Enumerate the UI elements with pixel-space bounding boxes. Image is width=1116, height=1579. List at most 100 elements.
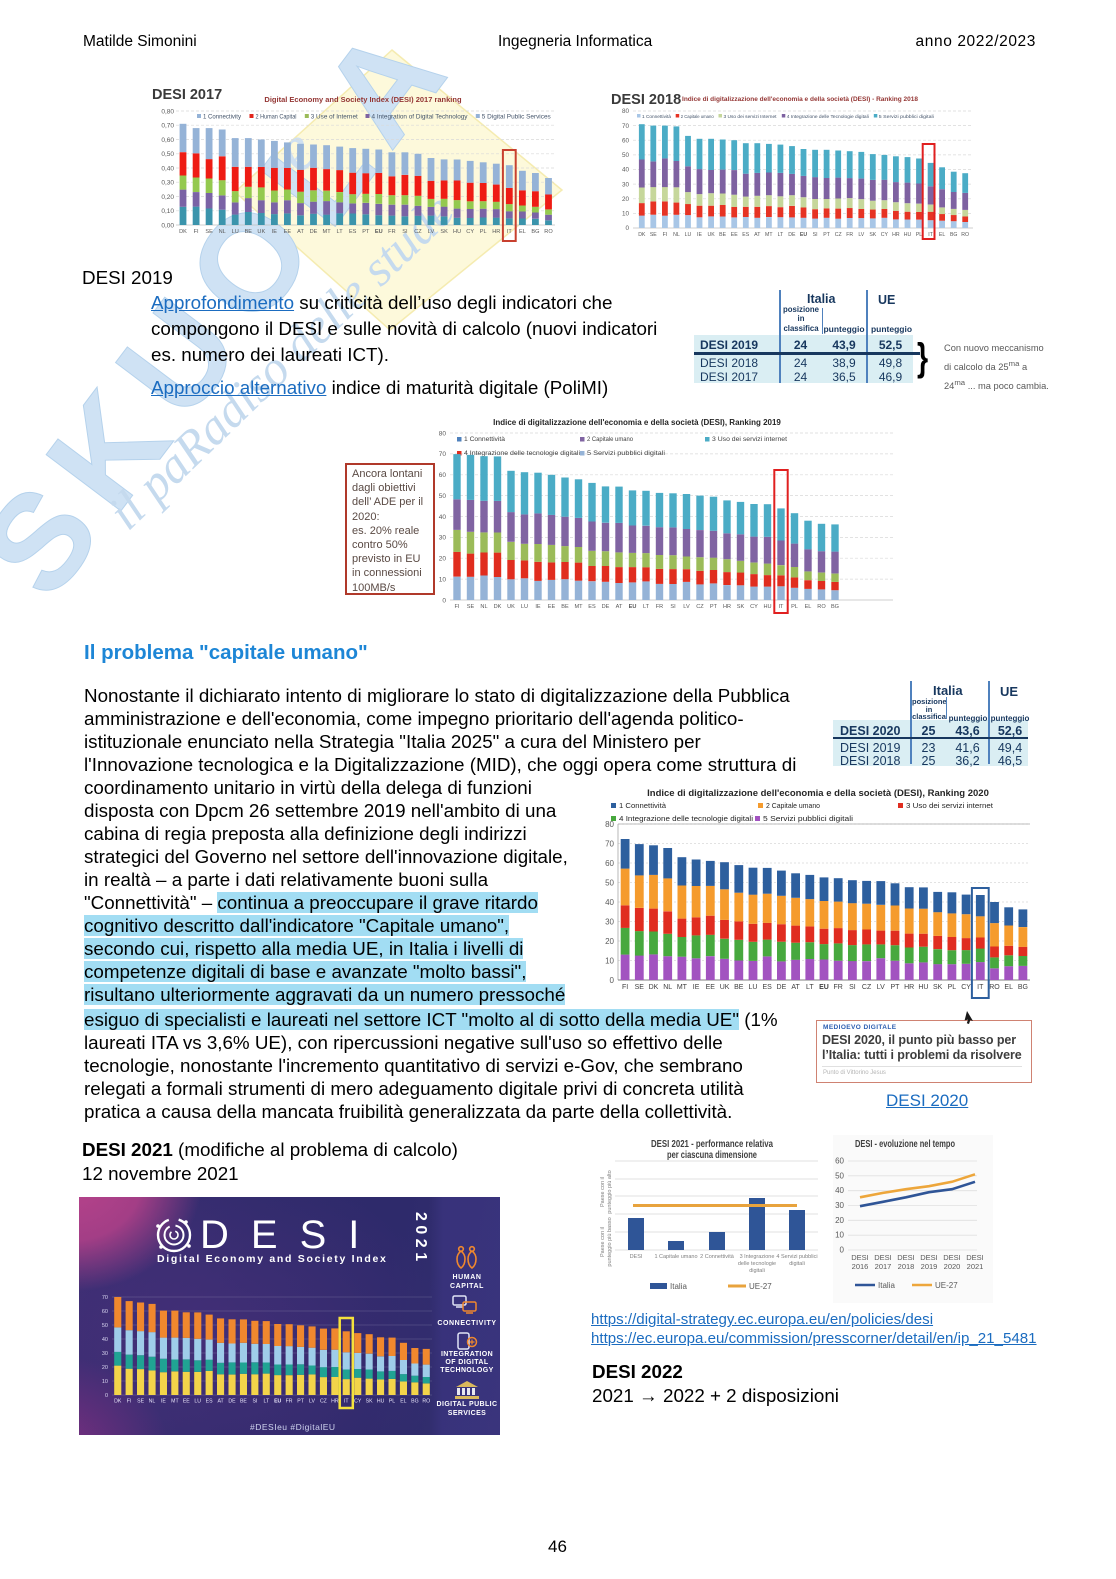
- svg-text:IT: IT: [507, 229, 513, 235]
- svg-text:IT: IT: [344, 1399, 349, 1405]
- svg-text:20: 20: [622, 196, 630, 203]
- svg-text:60: 60: [622, 138, 630, 145]
- svg-text:30: 30: [622, 181, 630, 188]
- svg-text:IT: IT: [779, 604, 785, 610]
- svg-text:4 Integrazione delle tecnologi: 4 Integrazione delle tecnologie digitali: [464, 450, 580, 457]
- svg-text:1 Connettività: 1 Connettività: [619, 801, 667, 810]
- svg-text:80: 80: [605, 820, 614, 829]
- svg-text:2019: 2019: [921, 1262, 938, 1271]
- svg-text:BE: BE: [561, 604, 569, 610]
- svg-text:2 Capitale umano: 2 Capitale umano: [766, 801, 820, 810]
- svg-text:DK: DK: [114, 1399, 122, 1405]
- svg-text:IE: IE: [161, 1399, 166, 1405]
- svg-text:AT: AT: [616, 604, 623, 610]
- svg-text:TECHNOLOGY: TECHNOLOGY: [440, 1367, 493, 1374]
- svg-text:40: 40: [835, 1186, 844, 1195]
- svg-text:2 Capitale umano: 2 Capitale umano: [587, 436, 633, 443]
- svg-text:Indice di digitalizzazione del: Indice di digitalizzazione dell'economia…: [647, 788, 989, 799]
- svg-text:50: 50: [439, 493, 447, 500]
- svg-text:digitali: digitali: [749, 1268, 765, 1274]
- svg-text:0: 0: [105, 1393, 108, 1399]
- svg-text:DESI: DESI: [966, 1253, 984, 1262]
- svg-text:5 Servizi pubblici digitali: 5 Servizi pubblici digitali: [763, 814, 853, 823]
- svg-text:BG: BG: [831, 604, 839, 610]
- svg-text:0,80: 0,80: [161, 108, 174, 115]
- svg-text:70: 70: [439, 451, 447, 458]
- svg-text:SE: SE: [137, 1399, 144, 1405]
- svg-text:HU: HU: [904, 232, 912, 238]
- svg-text:HR: HR: [892, 232, 900, 238]
- svg-text:NL: NL: [673, 232, 680, 238]
- svg-text:20: 20: [835, 1216, 844, 1225]
- svg-text:3 Uso dei servizi internet: 3 Uso dei servizi internet: [712, 436, 787, 443]
- svg-text:RO: RO: [961, 232, 969, 238]
- svg-text:40: 40: [102, 1337, 108, 1343]
- svg-text:CZ: CZ: [320, 1399, 327, 1405]
- svg-text:SI: SI: [813, 232, 818, 238]
- svg-text:CY: CY: [961, 984, 971, 991]
- svg-text:IT: IT: [977, 984, 984, 991]
- svg-text:70: 70: [102, 1295, 108, 1301]
- svg-text:FR: FR: [388, 229, 395, 235]
- svg-text:Paese con il: Paese con il: [600, 1227, 606, 1257]
- svg-text:DESI - evoluzione nel tempo: DESI - evoluzione nel tempo: [855, 1139, 955, 1150]
- svg-text:BG: BG: [1018, 984, 1028, 991]
- svg-text:70: 70: [622, 123, 630, 130]
- svg-text:1 Capitale umano: 1 Capitale umano: [654, 1254, 697, 1260]
- svg-text:PT: PT: [823, 232, 830, 238]
- svg-text:20: 20: [439, 556, 447, 563]
- svg-text:LV: LV: [428, 229, 435, 235]
- svg-text:EU: EU: [274, 1399, 281, 1405]
- svg-text:FI: FI: [127, 1399, 132, 1405]
- svg-text:0,00: 0,00: [161, 222, 174, 229]
- svg-text:5 Digital Public Services: 5 Digital Public Services: [482, 115, 551, 121]
- svg-text:30: 30: [605, 917, 614, 926]
- svg-text:HU: HU: [763, 604, 771, 610]
- svg-text:10: 10: [102, 1379, 108, 1385]
- svg-text:0,70: 0,70: [161, 123, 174, 130]
- svg-text:#DESIeu #DigitalEU: #DESIeu #DigitalEU: [250, 1422, 336, 1432]
- svg-text:60: 60: [835, 1157, 844, 1166]
- svg-text:PT: PT: [710, 604, 718, 610]
- svg-text:20: 20: [102, 1365, 108, 1371]
- svg-text:SK: SK: [933, 984, 943, 991]
- svg-text:3 Uso dei servizi Internet: 3 Uso dei servizi Internet: [724, 114, 778, 120]
- svg-text:DESI 2021 - performance relati: DESI 2021 - performance relativa: [651, 1139, 773, 1150]
- svg-text:BG: BG: [950, 232, 958, 238]
- svg-text:1 Connettività: 1 Connettività: [642, 114, 671, 120]
- svg-text:SI: SI: [670, 604, 676, 610]
- svg-text:EU: EU: [629, 604, 637, 610]
- svg-text:punteggio più basso: punteggio più basso: [607, 1217, 613, 1266]
- svg-text:CZ: CZ: [835, 232, 842, 238]
- svg-text:FR: FR: [286, 1399, 293, 1405]
- svg-text:ES: ES: [742, 232, 749, 238]
- svg-text:AT: AT: [791, 984, 800, 991]
- svg-text:40: 40: [605, 898, 614, 907]
- svg-text:AT: AT: [217, 1399, 224, 1405]
- svg-text:FR: FR: [846, 232, 853, 238]
- svg-text:PL: PL: [948, 984, 957, 991]
- svg-text:INTEGRATION: INTEGRATION: [441, 1351, 493, 1358]
- svg-text:IT: IT: [928, 232, 933, 238]
- svg-text:10: 10: [439, 576, 447, 583]
- svg-text:0,40: 0,40: [161, 165, 174, 172]
- svg-text:0,60: 0,60: [161, 137, 174, 144]
- svg-text:HU: HU: [918, 984, 928, 991]
- svg-text:IE: IE: [697, 232, 702, 238]
- svg-text:0,10: 0,10: [161, 208, 174, 215]
- svg-text:CAPITAL: CAPITAL: [450, 1283, 484, 1290]
- svg-text:RO: RO: [817, 604, 826, 610]
- svg-text:40: 40: [439, 514, 447, 521]
- svg-text:Italia: Italia: [878, 1281, 895, 1290]
- svg-text:DESI: DESI: [630, 1254, 643, 1260]
- svg-text:DE: DE: [310, 229, 318, 235]
- svg-text:HUMAN: HUMAN: [452, 1274, 481, 1281]
- svg-text:0,20: 0,20: [161, 194, 174, 201]
- svg-text:UK: UK: [720, 984, 730, 991]
- svg-text:EE: EE: [548, 604, 556, 610]
- svg-text:PL: PL: [480, 229, 487, 235]
- svg-text:50: 50: [622, 152, 630, 159]
- svg-text:60: 60: [439, 472, 447, 479]
- svg-text:3 Integrazione: 3 Integrazione: [740, 1254, 775, 1260]
- svg-text:LT: LT: [643, 604, 650, 610]
